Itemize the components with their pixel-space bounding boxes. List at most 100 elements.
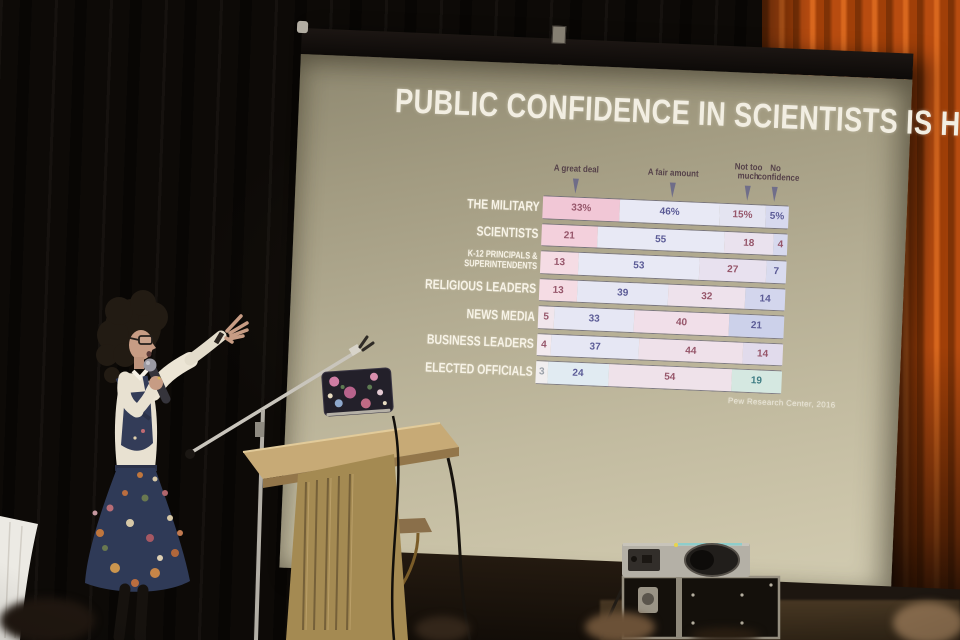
- segment-value: 40: [675, 317, 688, 329]
- projector-port: [642, 555, 652, 563]
- bar-segment: 27: [698, 257, 767, 283]
- audience-head: [893, 602, 960, 640]
- bar-segment: 33: [553, 306, 635, 332]
- header-pointer: [771, 186, 778, 203]
- segment-value: 5: [543, 311, 550, 323]
- bar-segment: 18: [723, 231, 774, 255]
- bar-segment: 24: [547, 361, 609, 386]
- bar-segment: 19: [730, 369, 783, 393]
- bar-segment: 37: [550, 334, 640, 360]
- road-case-rail: [676, 577, 682, 638]
- header-a-great-deal: A great deal: [553, 162, 600, 175]
- segment-value: 4: [540, 339, 547, 351]
- segment-value: 24: [572, 367, 584, 380]
- slide-title: PUBLIC CONFIDENCE IN SCIENTISTS IS HIGH: [394, 81, 960, 146]
- row-label: NEWS MEDIA: [466, 305, 536, 324]
- podium-cable: [446, 457, 472, 640]
- bar-segment: 4: [536, 333, 552, 356]
- segment-value: 19: [750, 375, 763, 387]
- audience-head: [0, 598, 95, 640]
- bar-segment: 21: [728, 314, 785, 338]
- mic-clip-fork: [358, 335, 375, 352]
- header-pointer: [572, 178, 579, 194]
- segment-value: 27: [726, 264, 739, 276]
- segment-value: 14: [759, 293, 771, 305]
- row-label: SCIENTISTS: [476, 223, 539, 242]
- bar-segment: 5%: [764, 205, 789, 229]
- header-a-fair-amount: A fair amount: [647, 166, 699, 179]
- bar-segment: 46%: [619, 199, 720, 226]
- row-label: THE MILITARY: [466, 195, 540, 214]
- projector-led: [674, 543, 678, 547]
- mic-stand-clutch: [255, 422, 264, 437]
- bar-segment: 33%: [542, 196, 621, 221]
- header-pointer: [744, 185, 751, 201]
- mic-stand-pole: [254, 409, 265, 640]
- bar-segment: 3: [535, 361, 549, 384]
- segment-value: 5%: [769, 211, 785, 223]
- segment-value: 44: [685, 345, 697, 357]
- segment-value: 14: [756, 348, 769, 360]
- segment-value: 21: [563, 229, 576, 242]
- segment-value: 15%: [732, 209, 753, 222]
- segment-value: 13: [552, 284, 564, 296]
- segment-value: 4: [777, 238, 784, 251]
- presenter-neck: [134, 357, 144, 369]
- row-label: K-12 PRINCIPALS & SUPERINTENDENTS: [464, 248, 538, 272]
- bar-segment: 14: [744, 287, 786, 311]
- presenter-hand-open: [224, 314, 249, 344]
- bar-segment: 15%: [719, 203, 766, 228]
- bar-segment: 32: [667, 284, 746, 309]
- screen-corner-bracket: [296, 20, 309, 34]
- segment-value: 53: [633, 260, 645, 272]
- bar-segment: 55: [596, 226, 725, 253]
- bar-segment: 54: [607, 364, 732, 391]
- laptop: [321, 367, 394, 417]
- stacked-bar: 3 24 54 19: [535, 360, 783, 394]
- bar-segment: 53: [577, 252, 700, 280]
- segment-value: 18: [743, 237, 755, 249]
- header-no-confidence: No confidence: [757, 162, 800, 183]
- bar-segment: 21: [541, 223, 598, 248]
- bar-segment: 44: [638, 337, 743, 364]
- chart-column-headers: A great deal A fair amount Not too much …: [543, 138, 800, 204]
- audience-head: [415, 616, 470, 640]
- projector-lens-glass: [690, 550, 714, 570]
- audience-head: [585, 612, 655, 640]
- bar-segment: 14: [741, 342, 784, 366]
- segment-value: 33: [588, 313, 600, 325]
- segment-value: 13: [553, 257, 566, 269]
- segment-value: 55: [654, 233, 667, 246]
- segment-value: 3: [538, 366, 545, 378]
- bar-segment: 13: [538, 278, 578, 302]
- floral-skirt: [85, 468, 190, 592]
- presenter-mic-hand: [149, 376, 163, 390]
- bar-segment: 7: [765, 260, 787, 283]
- segment-value: 37: [589, 341, 601, 353]
- presenter-legs: [113, 583, 149, 640]
- projector-port: [631, 556, 637, 562]
- header-pointer: [669, 182, 676, 198]
- road-case-latch-dial: [642, 593, 654, 605]
- ring: [157, 376, 161, 380]
- segment-value: 21: [750, 320, 763, 332]
- bar-segment: 13: [539, 251, 579, 275]
- presenter-mouth: [146, 351, 152, 357]
- row-label: RELIGIOUS LEADERS: [424, 276, 537, 297]
- segment-value: 46%: [659, 206, 680, 219]
- presenter: [85, 290, 249, 640]
- screen-hanging-bracket: [551, 25, 567, 45]
- segment-value: 33%: [571, 202, 592, 215]
- slide-source: Pew Research Center, 2016: [727, 396, 836, 410]
- segment-value: 32: [700, 290, 713, 303]
- bar-segment: 5: [537, 306, 555, 329]
- segment-value: 54: [663, 371, 676, 384]
- segment-value: 7: [773, 266, 780, 278]
- presenter-raised-arm: [145, 314, 249, 401]
- bar-segment: 4: [772, 233, 788, 256]
- bar-segment: 40: [633, 310, 730, 336]
- presenter-glasses: [138, 335, 153, 345]
- segment-value: 39: [616, 287, 629, 299]
- audience-head: [690, 628, 760, 640]
